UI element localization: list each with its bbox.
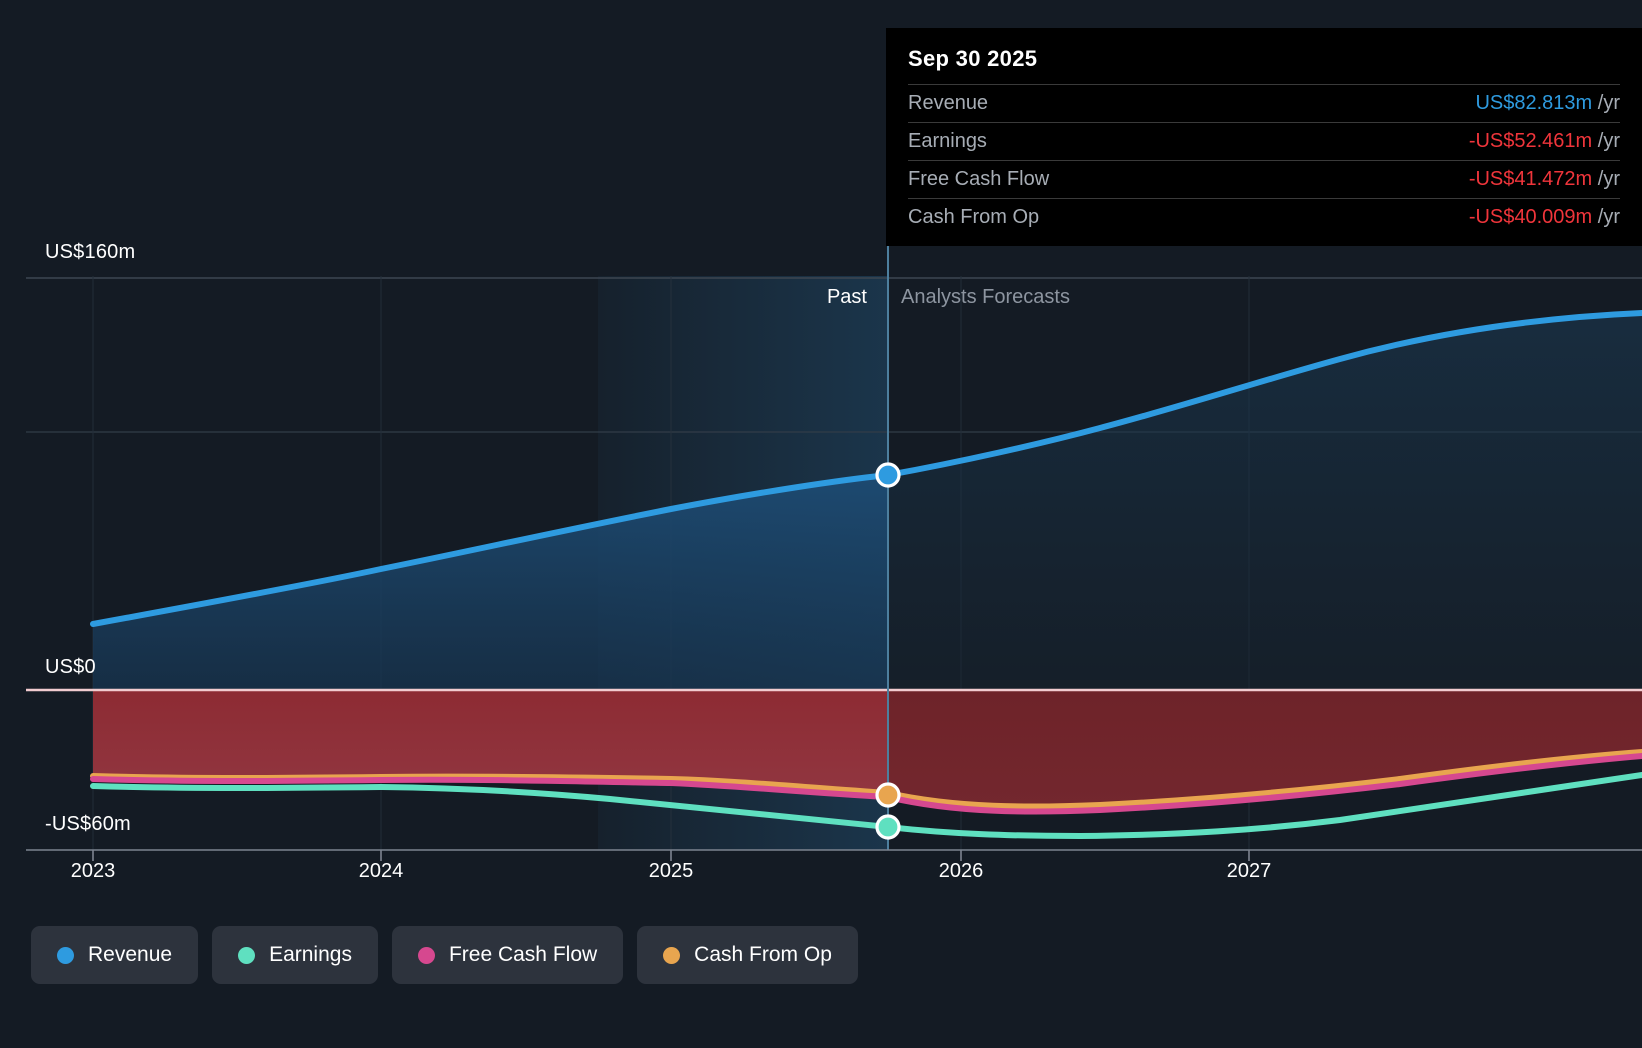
x-axis-label-2023: 2023	[70, 860, 116, 882]
legend-dot-earnings-icon	[238, 946, 256, 964]
legend-item-cash-from-op[interactable]: Cash From Op	[637, 926, 858, 984]
revenue-area-forecast	[888, 313, 1642, 690]
negative-fill-past	[93, 690, 888, 793]
revenue-area-past	[93, 475, 888, 690]
legend-dot-revenue-icon	[57, 946, 74, 964]
marker-earnings[interactable]	[875, 814, 901, 840]
past-band-label: Past	[826, 286, 867, 308]
x-axis-label-2026: 2026	[938, 860, 984, 882]
tooltip-unit-cash-from-op: /yr	[1597, 206, 1620, 228]
negative-fill-forecast	[888, 690, 1642, 807]
legend-label-earnings: Earnings	[269, 943, 352, 966]
tooltip-value-earnings: -US$52.461m	[1468, 130, 1593, 152]
tooltip-unit-earnings: /yr	[1597, 130, 1620, 152]
tooltip-row-earnings: Earnings -US$52.461m /yr	[908, 122, 1620, 161]
legend-item-earnings[interactable]: Earnings	[212, 926, 378, 984]
legend-label-revenue: Revenue	[88, 943, 173, 966]
x-axis-label-2027: 2027	[1226, 860, 1272, 882]
tooltip-value-free-cash-flow: -US$41.472m	[1468, 168, 1593, 190]
tooltip-row-cash-from-op: Cash From Op -US$40.009m /yr	[908, 198, 1620, 237]
tooltip-unit-free-cash-flow: /yr	[1597, 168, 1620, 190]
x-axis-label-2024: 2024	[358, 860, 404, 882]
tooltip-label-earnings: Earnings	[908, 130, 987, 152]
x-axis-label-2025: 2025	[648, 860, 694, 882]
legend-label-cash-from-op: Cash From Op	[694, 943, 832, 966]
tooltip-value-cash-from-op: -US$40.009m	[1468, 206, 1593, 228]
tooltip-label-revenue: Revenue	[908, 92, 989, 114]
marker-cash-from-op[interactable]	[875, 782, 901, 808]
tooltip-label-cash-from-op: Cash From Op	[908, 206, 1040, 228]
marker-revenue[interactable]	[875, 462, 901, 488]
tooltip-date-title: Sep 30 2025	[908, 46, 1038, 71]
tooltip-value-revenue: US$82.813m	[1475, 92, 1593, 114]
tooltip-unit-revenue: /yr	[1597, 92, 1620, 114]
tooltip-label-free-cash-flow: Free Cash Flow	[908, 168, 1050, 190]
chart-legend: Revenue Earnings Free Cash Flow Cash Fro…	[31, 926, 858, 984]
legend-item-revenue[interactable]: Revenue	[31, 926, 199, 984]
legend-dot-free-cash-flow-icon	[417, 946, 435, 964]
hover-tooltip: Sep 30 2025 Revenue US$82.813m /yr Earni…	[886, 28, 1642, 246]
legend-label-free-cash-flow: Free Cash Flow	[448, 943, 598, 966]
tooltip-row-free-cash-flow: Free Cash Flow -US$41.472m /yr	[908, 160, 1620, 199]
legend-item-free-cash-flow[interactable]: Free Cash Flow	[391, 926, 624, 984]
forecast-band-label: Analysts Forecasts	[901, 286, 1070, 308]
tooltip-values-table: Revenue US$82.813m /yr Earnings -US$52.4…	[908, 84, 1620, 236]
tooltip-row-revenue: Revenue US$82.813m /yr	[908, 84, 1620, 123]
legend-dot-cash-from-op-icon	[663, 946, 681, 964]
